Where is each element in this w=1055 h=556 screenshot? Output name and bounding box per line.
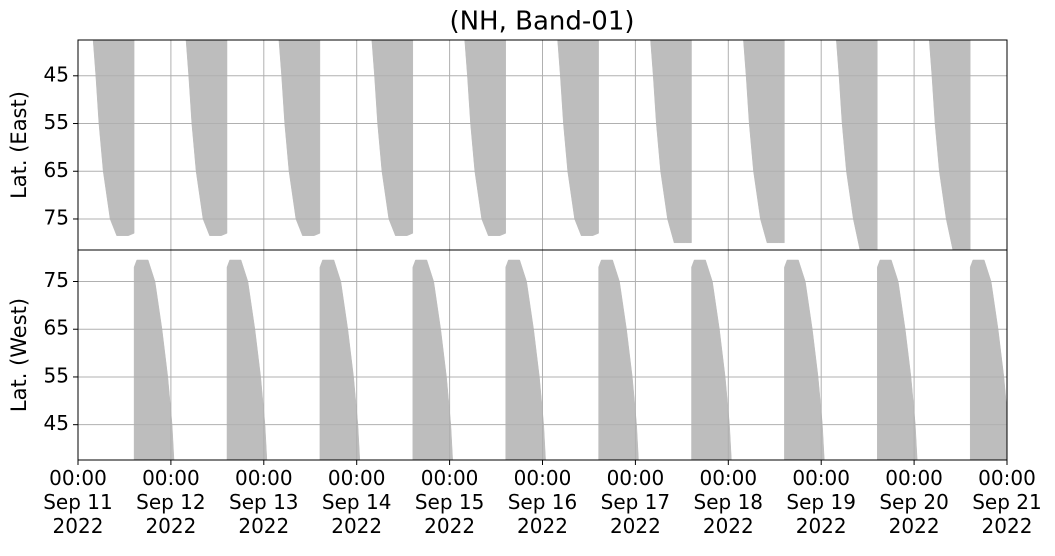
x-tick-label: 00:00 Sep 16 2022 (507, 466, 578, 538)
y-axis-label: Lat. (West) (7, 298, 31, 412)
y-tick-label: 45 (44, 62, 69, 86)
x-tick-label: 00:00 Sep 18 2022 (693, 466, 764, 538)
coverage-swath (743, 40, 785, 244)
coverage-swath (877, 259, 918, 460)
chart-title: (NH, Band-01) (449, 7, 634, 37)
y-axis-label: Lat. (East) (7, 91, 31, 199)
coverage-swath (92, 40, 135, 236)
x-tick-label: 00:00 Sep 12 2022 (136, 466, 206, 538)
y-tick-label: 55 (44, 363, 69, 387)
y-tick-label: 65 (44, 158, 69, 182)
x-tick-label: 00:00 Sep 13 2022 (229, 466, 299, 538)
coverage-swath (412, 259, 453, 460)
coverage-swath (784, 259, 825, 460)
swath-layer (133, 259, 1007, 460)
coverage-swath (278, 40, 321, 236)
coverage-swath (650, 40, 692, 244)
x-tick-label: 00:00 Sep 21 2022 (972, 466, 1042, 538)
y-tick-label: 75 (44, 205, 69, 229)
x-tick-label: 00:00 Sep 19 2022 (786, 466, 856, 538)
coverage-swath (185, 40, 228, 236)
coverage-swath (464, 40, 506, 236)
x-tick-label: 00:00 Sep 17 2022 (600, 466, 671, 538)
x-tick-label: 00:00 Sep 15 2022 (414, 466, 485, 538)
coverage-swath (371, 40, 414, 236)
coverage-swath (691, 259, 732, 460)
y-tick-label: 75 (44, 268, 69, 292)
coverage-swath (505, 259, 546, 460)
coverage-swath (557, 40, 599, 236)
coverage-swath (133, 259, 175, 460)
swath-layer (92, 40, 971, 250)
coverage-swath (598, 259, 639, 460)
coverage-swath (319, 259, 361, 460)
y-tick-label: 45 (44, 411, 69, 435)
coverage-swath (226, 259, 268, 460)
y-tick-label: 55 (44, 110, 69, 134)
coverage-swath (836, 40, 878, 250)
coverage-swath (969, 259, 1007, 460)
x-tick-label: 00:00 Sep 20 2022 (879, 466, 949, 538)
x-tick-label: 00:00 Sep 11 2022 (43, 466, 113, 538)
coverage-swath (928, 40, 971, 250)
y-tick-label: 65 (44, 316, 69, 340)
x-tick-label: 00:00 Sep 14 2022 (321, 466, 392, 538)
